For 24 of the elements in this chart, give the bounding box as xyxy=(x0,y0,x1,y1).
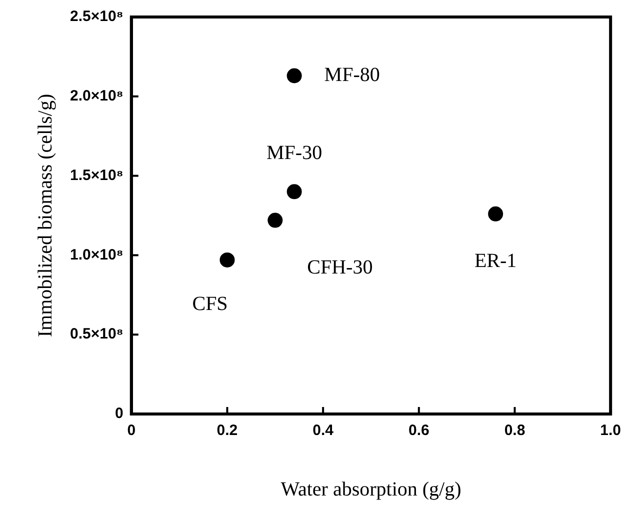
point xyxy=(286,68,302,84)
y-axis-title: Immobilized biomass (cells/g) xyxy=(34,94,56,338)
x-tick-label: 0.4 xyxy=(312,422,334,440)
x-axis-title: Water absorption (g/g) xyxy=(280,478,462,500)
point xyxy=(488,206,504,222)
annotation: CFS xyxy=(192,293,228,316)
x-tick-label: 0.2 xyxy=(216,422,238,440)
point xyxy=(268,212,283,228)
annotation: MF-80 xyxy=(324,64,380,86)
annotation: CFH-30 xyxy=(307,256,373,279)
x-tick-label: 1.0 xyxy=(600,422,622,440)
y-tick-label: 0.5×10⁸ xyxy=(70,326,124,343)
annotation: MF-30 xyxy=(266,142,322,164)
y-tick-label: 2.0×10⁸ xyxy=(70,88,124,105)
y-tick-label: 0 xyxy=(115,405,124,422)
y-tick-label: 1.5×10⁸ xyxy=(70,166,124,184)
y-tick-label: 2.5×10⁸ xyxy=(70,8,124,26)
point xyxy=(286,184,302,200)
annotation: ER-1 xyxy=(474,250,517,272)
point xyxy=(220,252,235,268)
x-tick-label: 0.8 xyxy=(504,422,526,440)
x-tick-label: 0 xyxy=(127,422,136,440)
y-tick-label: 1.0×10⁸ xyxy=(70,246,124,264)
x-tick-label: 0.6 xyxy=(408,422,430,440)
